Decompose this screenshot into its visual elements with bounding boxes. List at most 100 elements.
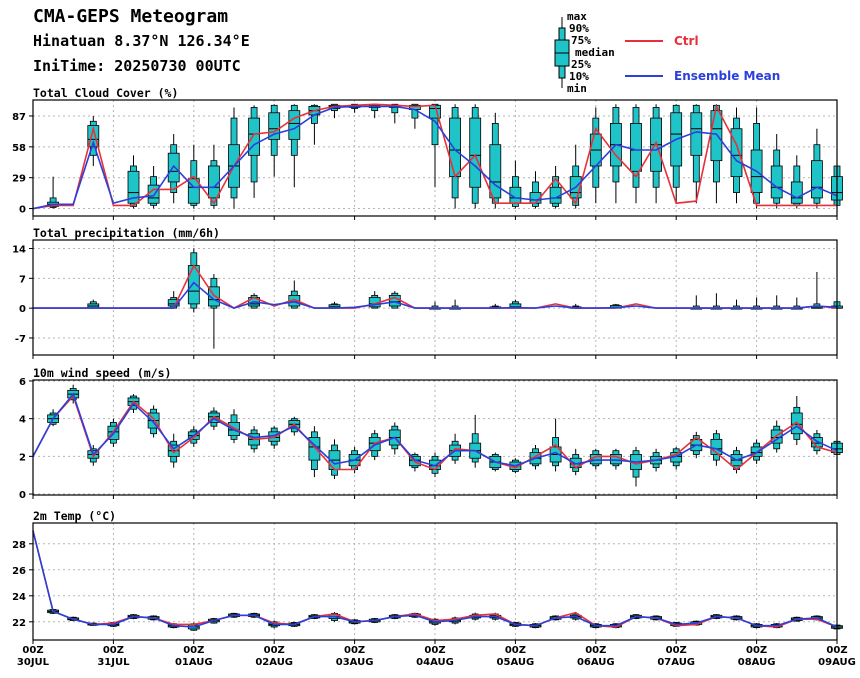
box-inner [469, 117, 482, 188]
panel-title: Total Cloud Cover (%) [33, 86, 178, 100]
y-tick-label: 4 [19, 415, 26, 426]
panel-title: Total precipitation (mm/6h) [33, 226, 220, 240]
legend-p25-label: 25% [571, 58, 591, 71]
x-tick-hour-label: 00Z [22, 645, 43, 656]
ensemble-box [127, 155, 140, 209]
ensemble-box [268, 104, 281, 177]
box-inner [770, 165, 783, 199]
box-inner [87, 125, 100, 148]
ensemble-box [630, 104, 642, 204]
legend-max-label: max [567, 10, 587, 23]
ensemble-box [630, 446, 642, 487]
x-tick-date-label: 06AUG [577, 657, 615, 668]
ensemble-box [408, 103, 421, 129]
legend-p75-label: 75% [571, 34, 591, 47]
y-tick-label: 6 [19, 377, 26, 388]
box-inner [288, 110, 301, 140]
x-tick-date-label: 31JUL [97, 657, 130, 668]
x-tick-date-label: 05AUG [497, 657, 535, 668]
panel-title: 2m Temp (°C) [33, 509, 116, 523]
box-inner [710, 110, 723, 162]
x-tick-date-label: 03AUG [336, 657, 374, 668]
y-tick-label: 26 [12, 566, 26, 577]
ensemble-box [509, 299, 522, 309]
x-axis: 00Z30JUL00Z31JUL00Z01AUG00Z02AUG00Z03AUG… [17, 645, 856, 668]
y-tick-label: 0 [19, 205, 26, 216]
legend-ctrl-label: Ctrl [674, 34, 699, 48]
ensemble-box [690, 104, 703, 204]
legend-p10-label: 10% [569, 70, 589, 83]
legend-mean-label: Ensemble Mean [674, 69, 780, 83]
ensemble-box [770, 295, 783, 310]
x-tick-hour-label: 00Z [505, 645, 526, 656]
y-tick-label: 29 [12, 174, 26, 185]
y-tick-label: 0 [19, 304, 26, 315]
ensemble-box [509, 160, 522, 209]
ensemble-mean-line [33, 281, 838, 309]
box-inner [308, 437, 321, 461]
ensemble-box [449, 104, 462, 209]
x-tick-hour-label: 00Z [344, 645, 365, 656]
box-inner [630, 123, 642, 172]
box-inner [268, 112, 281, 140]
ctrl-line [32, 103, 837, 210]
x-tick-hour-label: 00Z [585, 645, 606, 656]
ensemble-box [670, 104, 683, 204]
y-tick-label: 58 [12, 143, 26, 154]
ensemble-mean-line [32, 530, 838, 628]
legend-box-glyph [554, 17, 570, 88]
box-inner [790, 181, 803, 204]
y-tick-label: 22 [12, 618, 26, 629]
box-inner [167, 299, 180, 307]
panel-1: -7 0 7 14 Total precipitation (mm/6h) [12, 226, 843, 359]
ensemble-box [690, 295, 703, 310]
ensemble-box [610, 448, 622, 470]
ensemble-box [589, 107, 602, 204]
panel-2: 0 2 4 6 10m wind speed (m/s) [19, 366, 843, 501]
ensemble-box [288, 280, 301, 309]
meteogram-title: CMA-GEPS Meteogram [33, 6, 229, 27]
box-inner [207, 286, 220, 307]
ensemble-box [811, 271, 823, 309]
box-inner [710, 438, 723, 455]
box-inner [449, 117, 462, 178]
x-tick-hour-label: 00Z [183, 645, 204, 656]
x-tick-hour-label: 00Z [424, 645, 445, 656]
box-inner [489, 144, 502, 199]
x-tick-hour-label: 00Z [826, 645, 847, 656]
x-tick-date-label: 02AUG [255, 657, 293, 668]
ensemble-box [710, 104, 723, 204]
y-tick-label: 7 [19, 274, 26, 285]
y-tick-label: 24 [12, 592, 26, 603]
x-tick-date-label: 01AUG [175, 657, 213, 668]
box-inner [811, 160, 823, 199]
x-tick-date-label: 30JUL [17, 657, 50, 668]
legend-p90-label: 90% [569, 22, 589, 35]
ensemble-box [228, 107, 240, 209]
ensemble-box [167, 134, 180, 204]
ensemble-box [469, 414, 482, 468]
ensemble-box [790, 155, 803, 209]
init-time-label: IniTime: 20250730 00UTC [33, 57, 241, 75]
ensemble-box [248, 293, 261, 309]
box-inner [187, 178, 200, 204]
box-inner [147, 184, 160, 204]
x-tick-date-label: 07AUG [657, 657, 695, 668]
y-tick-label: 14 [12, 245, 26, 256]
ensemble-mean-line [32, 105, 838, 210]
box-inner [248, 117, 261, 156]
ctrl-line [32, 530, 838, 628]
box-outer [391, 103, 399, 114]
legend: max 90% 75% median 25% 10% min Ctrl Ense… [554, 10, 780, 95]
y-tick-label: 87 [12, 112, 26, 123]
x-tick-date-label: 08AUG [738, 657, 776, 668]
box-inner [167, 152, 180, 183]
ensemble-box [248, 105, 261, 198]
y-tick-label: 2 [19, 452, 26, 463]
location-label: Hinatuan 8.37°N 126.34°E [33, 32, 250, 50]
ensemble-box [790, 396, 803, 446]
x-tick-hour-label: 00Z [746, 645, 767, 656]
x-tick-date-label: 09AUG [818, 657, 856, 668]
y-tick-label: 28 [12, 540, 26, 551]
